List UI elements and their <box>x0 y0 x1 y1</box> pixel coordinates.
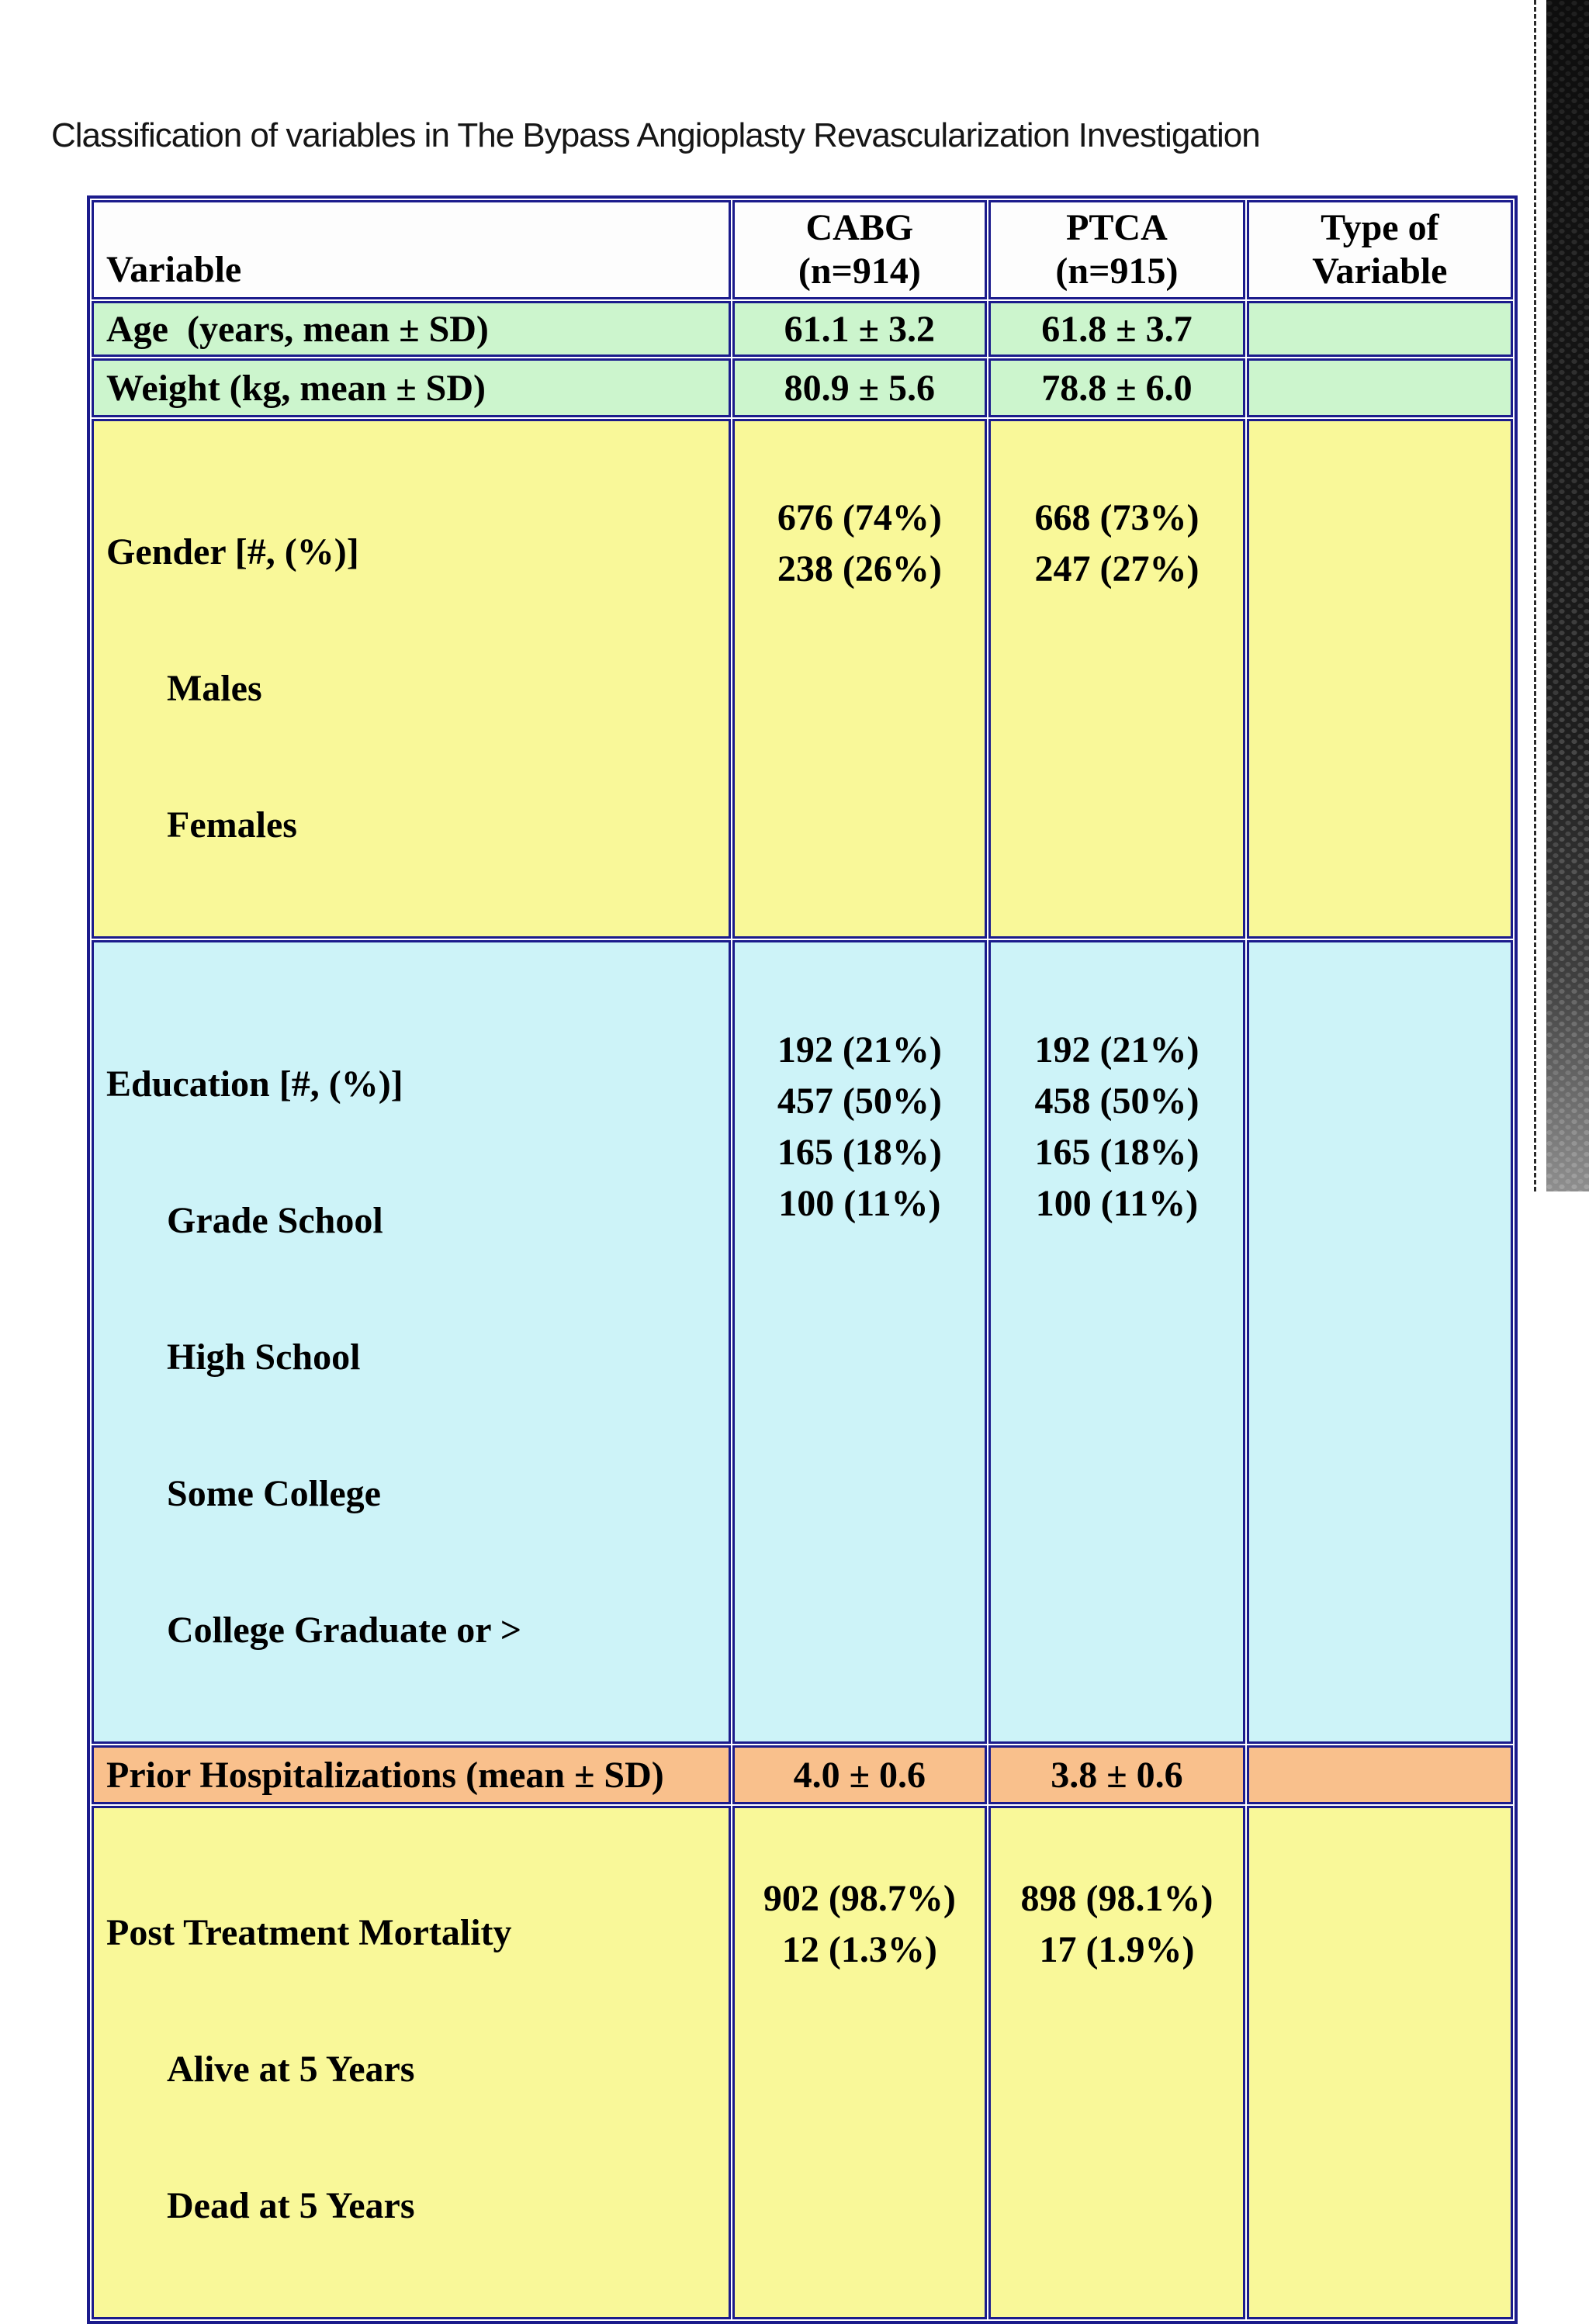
age-type-cell <box>1246 301 1513 357</box>
education-high-school-ptca: 458 (50%) <box>1034 1081 1200 1122</box>
prior-hosp-cabg-value: 4.0 ± 0.6 <box>732 1745 988 1804</box>
right-edge-woven-texture <box>1546 0 1589 1191</box>
weight-ptca-value: 78.8 ± 6.0 <box>988 358 1245 417</box>
gender-females-ptca: 247 (27%) <box>1034 548 1200 590</box>
header-cell-ptca: PTCA (n=915) <box>988 200 1245 299</box>
gender-males-ptca: 668 (73%) <box>1034 497 1200 538</box>
header-cell-variable: Variable <box>92 200 731 299</box>
education-ptca-cell: 192 (21%) 458 (50%) 165 (18%) 100 (11%) <box>988 940 1245 1744</box>
education-type-cell <box>1246 940 1513 1744</box>
post-mortality-label-cell: Post Treatment Mortality Alive at 5 Year… <box>92 1806 731 2319</box>
header-type-line1: Type of <box>1321 207 1439 248</box>
gender-males-label: Males <box>167 668 262 709</box>
education-some-college-label: Some College <box>167 1473 381 1514</box>
gender-females-cabg: 238 (26%) <box>777 548 942 590</box>
weight-cabg-value: 80.9 ± 5.6 <box>732 358 988 417</box>
header-type-line2: Variable <box>1312 251 1448 292</box>
gender-group-label: Gender [#, (%)] <box>106 531 359 572</box>
education-label-cell: Education [#, (%)] Grade School High Sch… <box>92 940 731 1744</box>
education-college-grad-cabg: 100 (11%) <box>778 1183 941 1224</box>
header-cabg-line2: (n=914) <box>798 251 921 292</box>
dead-5-years-cabg: 12 (1.3%) <box>781 1929 937 1970</box>
alive-5-years-label: Alive at 5 Years <box>167 2049 415 2090</box>
education-group-label: Education [#, (%)] <box>106 1063 403 1105</box>
weight-label: Weight (kg, mean ± SD) <box>92 358 731 417</box>
gender-females-label: Females <box>167 804 297 846</box>
post-mortality-type-cell <box>1246 1806 1513 2319</box>
education-high-school-cabg: 457 (50%) <box>777 1081 942 1122</box>
row-gender: Gender [#, (%)] Males Females 676 (74%) … <box>92 419 1513 939</box>
education-grade-school-cabg: 192 (21%) <box>777 1029 942 1070</box>
dead-5-years-label: Dead at 5 Years <box>167 2185 415 2226</box>
header-ptca-line2: (n=915) <box>1055 251 1179 292</box>
education-college-grad-label: College Graduate or > <box>167 1610 522 1651</box>
post-mortality-cabg-cell: 902 (98.7%) 12 (1.3%) <box>732 1806 988 2319</box>
prior-hosp-ptca-value: 3.8 ± 0.6 <box>988 1745 1245 1804</box>
weight-type-cell <box>1246 358 1513 417</box>
gender-label-cell: Gender [#, (%)] Males Females <box>92 419 731 939</box>
row-education: Education [#, (%)] Grade School High Sch… <box>92 940 1513 1744</box>
row-post-treatment-mortality: Post Treatment Mortality Alive at 5 Year… <box>92 1806 1513 2319</box>
row-age: Age (years, mean ± SD) 61.1 ± 3.2 61.8 ±… <box>92 301 1513 357</box>
age-label: Age (years, mean ± SD) <box>92 301 731 357</box>
variables-table: Variable CABG (n=914) PTCA (n=915) Type … <box>90 199 1515 2321</box>
header-ptca-line1: PTCA <box>1066 207 1168 248</box>
education-grade-school-label: Grade School <box>167 1200 383 1241</box>
education-grade-school-ptca: 192 (21%) <box>1034 1029 1200 1070</box>
dead-5-years-ptca: 17 (1.9%) <box>1039 1929 1195 1970</box>
education-cabg-cell: 192 (21%) 457 (50%) 165 (18%) 100 (11%) <box>732 940 988 1744</box>
age-ptca-value: 61.8 ± 3.7 <box>988 301 1245 357</box>
gender-type-cell <box>1246 419 1513 939</box>
alive-5-years-cabg: 902 (98.7%) <box>763 1878 956 1919</box>
right-edge-dashed-line <box>1534 0 1536 1191</box>
age-cabg-value: 61.1 ± 3.2 <box>732 301 988 357</box>
header-cell-type: Type of Variable <box>1246 200 1513 299</box>
education-high-school-label: High School <box>167 1337 361 1378</box>
header-cabg-line1: CABG <box>805 207 914 248</box>
prior-hosp-label: Prior Hospitalizations (mean ± SD) <box>92 1745 731 1804</box>
gender-cabg-cell: 676 (74%) 238 (26%) <box>732 419 988 939</box>
gender-males-cabg: 676 (74%) <box>777 497 942 538</box>
post-mortality-group-label: Post Treatment Mortality <box>106 1912 512 1953</box>
header-cell-cabg: CABG (n=914) <box>732 200 988 299</box>
row-prior-hospitalizations: Prior Hospitalizations (mean ± SD) 4.0 ±… <box>92 1745 1513 1804</box>
post-mortality-ptca-cell: 898 (98.1%) 17 (1.9%) <box>988 1806 1245 2319</box>
education-some-college-ptca: 165 (18%) <box>1034 1132 1200 1173</box>
slide-title: Classification of variables in The Bypas… <box>51 116 1261 154</box>
education-some-college-cabg: 165 (18%) <box>777 1132 942 1173</box>
variables-table-container: Variable CABG (n=914) PTCA (n=915) Type … <box>87 195 1518 2324</box>
gender-ptca-cell: 668 (73%) 247 (27%) <box>988 419 1245 939</box>
row-weight: Weight (kg, mean ± SD) 80.9 ± 5.6 78.8 ±… <box>92 358 1513 417</box>
education-college-grad-ptca: 100 (11%) <box>1035 1183 1199 1224</box>
prior-hosp-type-cell <box>1246 1745 1513 1804</box>
alive-5-years-ptca: 898 (98.1%) <box>1020 1878 1213 1919</box>
header-row: Variable CABG (n=914) PTCA (n=915) Type … <box>92 200 1513 299</box>
